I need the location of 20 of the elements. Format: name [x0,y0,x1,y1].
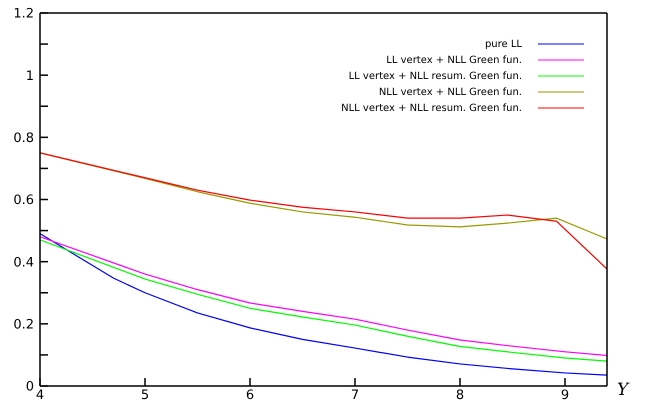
x-tick-label: 4 [36,388,44,404]
x-tick-label: 7 [350,388,360,404]
line-series [40,152,607,270]
y-tick-label: 0.6 [13,193,34,208]
legend-label: LL vertex + NLL resum. Green fun. [348,70,522,82]
legend-label: pure LL [484,38,522,50]
legend-label: NLL vertex + NLL Green fun. [378,86,522,98]
x-tick-label: 5 [140,388,150,404]
y-tick-label: 0.4 [13,255,34,270]
legend-label: NLL vertex + NLL resum. Green fun. [341,102,522,114]
y-tick-label: 0.8 [13,130,34,146]
x-tick-label: 9 [560,388,570,404]
x-tick-label: 6 [246,388,254,404]
y-tick-label: 1 [26,68,34,84]
legend-label: LL vertex + NLL Green fun. [386,54,522,66]
y-tick-label: 0 [26,380,34,395]
y-tick-label: 1.2 [13,6,34,22]
y-tick-label: 0.2 [13,317,34,332]
x-tick-label: 8 [456,388,464,404]
x-axis-title: Y [617,380,630,400]
